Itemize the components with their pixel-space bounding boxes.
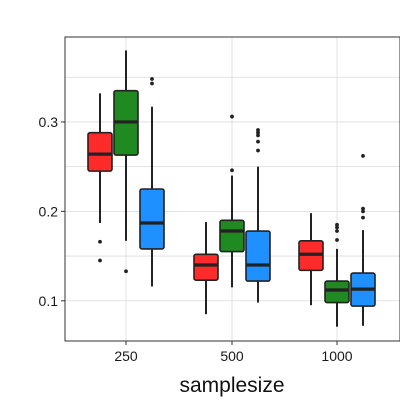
outlier-point <box>256 148 260 153</box>
outlier-point <box>361 209 365 214</box>
outlier-point <box>98 258 102 263</box>
outlier-point <box>256 128 260 132</box>
outlier-point <box>361 215 365 220</box>
box-500-series-1 <box>193 222 219 315</box>
outlier-point <box>335 229 339 233</box>
box-500-series-3 <box>245 128 271 303</box>
y-tick-label: 0.1 <box>39 293 59 309</box>
outlier-point <box>230 168 234 173</box>
outlier-point <box>256 133 260 138</box>
y-tick-label: 0.2 <box>39 203 59 219</box>
box-iqr <box>219 219 245 253</box>
y-tick-label: 0.3 <box>39 114 59 130</box>
outlier-point <box>124 269 128 274</box>
box-500-series-2 <box>219 114 245 288</box>
outlier-point <box>335 225 339 230</box>
box-250-series-3 <box>139 77 165 287</box>
outlier-point <box>256 130 260 135</box>
box-iqr <box>324 280 350 304</box>
outlier-point <box>335 222 339 227</box>
box-iqr <box>139 188 165 250</box>
outlier-point <box>361 206 365 211</box>
x-tick-label: 500 <box>220 348 244 364</box>
outlier-point <box>335 238 339 242</box>
outlier-point <box>230 114 234 119</box>
box-250-series-1 <box>87 93 113 263</box>
x-axis-title: samplesize <box>179 374 284 397</box>
box-250-series-2 <box>113 50 139 274</box>
box-series <box>87 50 376 327</box>
box-1000-series-1 <box>298 213 324 306</box>
outlier-point <box>150 77 154 81</box>
axes: 0.1 0.2 0.3 250 500 1000 <box>39 114 353 364</box>
x-tick-label: 1000 <box>321 348 352 364</box>
box-iqr <box>87 131 113 172</box>
outlier-point <box>98 239 102 244</box>
box-1000-series-3 <box>350 154 376 326</box>
box-iqr <box>193 253 219 281</box>
box-iqr <box>245 230 271 282</box>
outlier-point <box>361 154 365 158</box>
outlier-point <box>256 139 260 144</box>
x-tick-label: 250 <box>114 348 138 364</box>
outlier-point <box>150 81 154 86</box>
box-1000-series-2 <box>324 222 350 327</box>
